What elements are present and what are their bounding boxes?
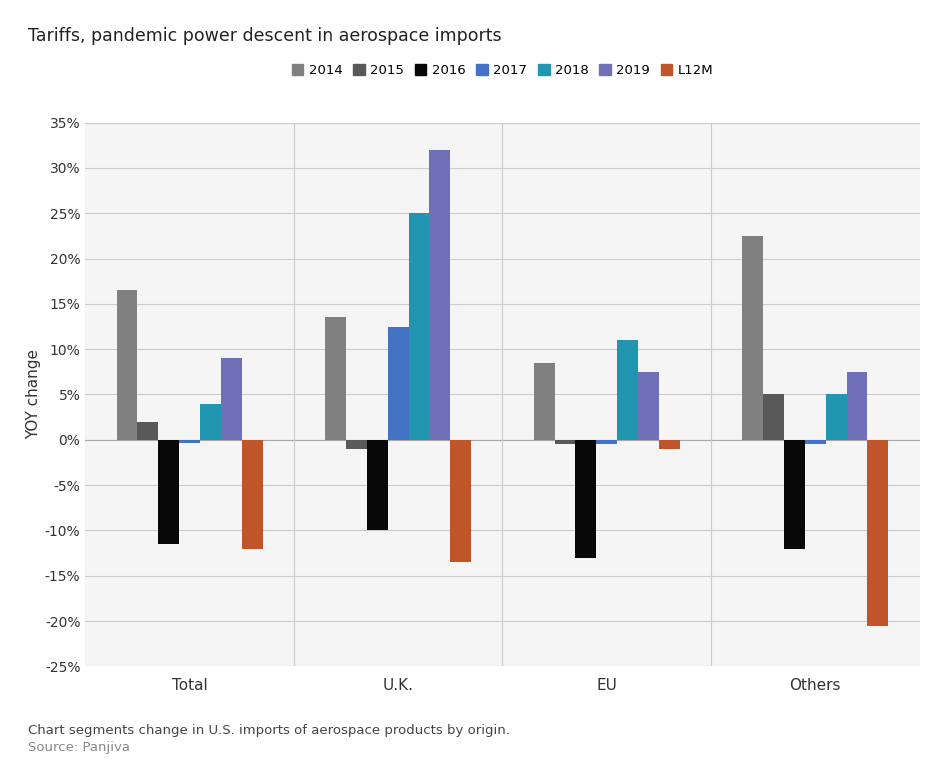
Bar (117, 290, 137, 440)
Bar (450, 440, 471, 562)
Bar (555, 440, 575, 444)
Bar (867, 440, 888, 626)
Bar (158, 440, 179, 544)
Bar (200, 404, 221, 440)
Bar (659, 440, 680, 449)
Bar (409, 213, 429, 440)
Text: Tariffs, pandemic power descent in aerospace imports: Tariffs, pandemic power descent in aeros… (28, 27, 502, 44)
Bar (534, 363, 555, 440)
Bar (784, 440, 805, 548)
Bar (742, 236, 763, 440)
Bar (596, 440, 617, 444)
Bar (221, 358, 242, 440)
Bar (137, 421, 158, 440)
Bar (179, 440, 200, 443)
Bar (847, 372, 867, 440)
Bar (388, 326, 409, 440)
Bar (575, 440, 596, 558)
Bar (325, 317, 346, 440)
Bar (638, 372, 659, 440)
Bar (346, 440, 367, 449)
Bar (617, 340, 638, 440)
Text: Chart segments change in U.S. imports of aerospace products by origin.: Chart segments change in U.S. imports of… (28, 724, 510, 737)
Y-axis label: YOY change: YOY change (27, 349, 41, 440)
Bar (367, 440, 388, 531)
Bar (763, 394, 784, 440)
Bar (429, 150, 450, 440)
Text: Source: Panjiva: Source: Panjiva (28, 741, 131, 755)
Bar (826, 394, 847, 440)
Bar (242, 440, 263, 548)
Legend: 2014, 2015, 2016, 2017, 2018, 2019, L12M: 2014, 2015, 2016, 2017, 2018, 2019, L12M (286, 58, 719, 82)
Bar (805, 440, 826, 444)
